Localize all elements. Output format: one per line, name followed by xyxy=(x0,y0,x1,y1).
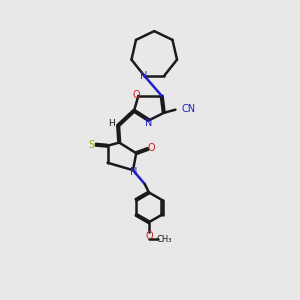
Text: H: H xyxy=(108,119,115,128)
Text: N: N xyxy=(145,118,153,128)
Text: O: O xyxy=(132,90,140,100)
Text: O: O xyxy=(145,231,153,242)
Text: CN: CN xyxy=(181,103,195,114)
Text: N: N xyxy=(130,167,138,177)
Text: S: S xyxy=(88,140,95,150)
Text: CH₃: CH₃ xyxy=(156,235,172,244)
Text: O: O xyxy=(147,143,155,153)
Text: N: N xyxy=(140,70,148,80)
